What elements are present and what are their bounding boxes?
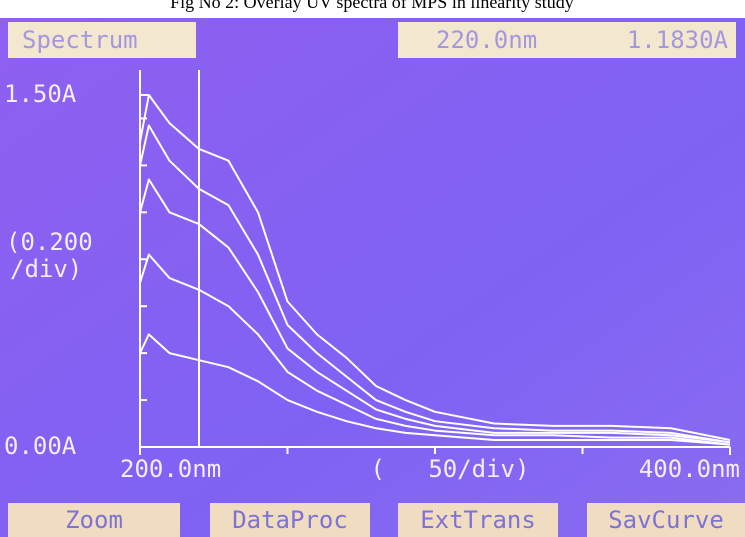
x-tick-label: 200.0nm <box>120 455 221 483</box>
x-scale-label: ( 50/div) <box>371 455 530 483</box>
button[interactable] <box>398 503 558 537</box>
x-tick-label: 400.0nm <box>639 455 740 483</box>
cursor-absorbance: 1.1830A <box>627 26 729 54</box>
spectrum-line <box>139 124 731 444</box>
y-scale-label: /div) <box>10 255 82 283</box>
y-scale-label: (0.200 <box>6 228 93 256</box>
y-tick-label: 1.50A <box>4 80 77 108</box>
y-tick-label: 0.00A <box>4 432 77 460</box>
spectrum-line <box>139 253 731 446</box>
title-box <box>8 22 196 58</box>
spectrum-line <box>139 94 731 441</box>
button[interactable] <box>8 503 180 537</box>
button[interactable] <box>210 503 370 537</box>
button-label[interactable]: DataProc <box>232 506 348 534</box>
caption: Fig No 2: Overlay UV spectra of MPS in l… <box>170 0 574 12</box>
button-label[interactable]: ExtTrans <box>420 506 536 534</box>
button-label[interactable]: Zoom <box>65 506 123 534</box>
cursor-wavelength: 220.0nm <box>436 26 537 54</box>
title: Spectrum <box>22 26 138 54</box>
spectrum-line <box>139 178 731 444</box>
screen-background <box>0 18 745 537</box>
cursor-readout-box <box>398 22 736 58</box>
spectrum-line <box>139 333 731 446</box>
button-label[interactable]: SavCurve <box>608 506 724 534</box>
button[interactable] <box>587 503 745 537</box>
